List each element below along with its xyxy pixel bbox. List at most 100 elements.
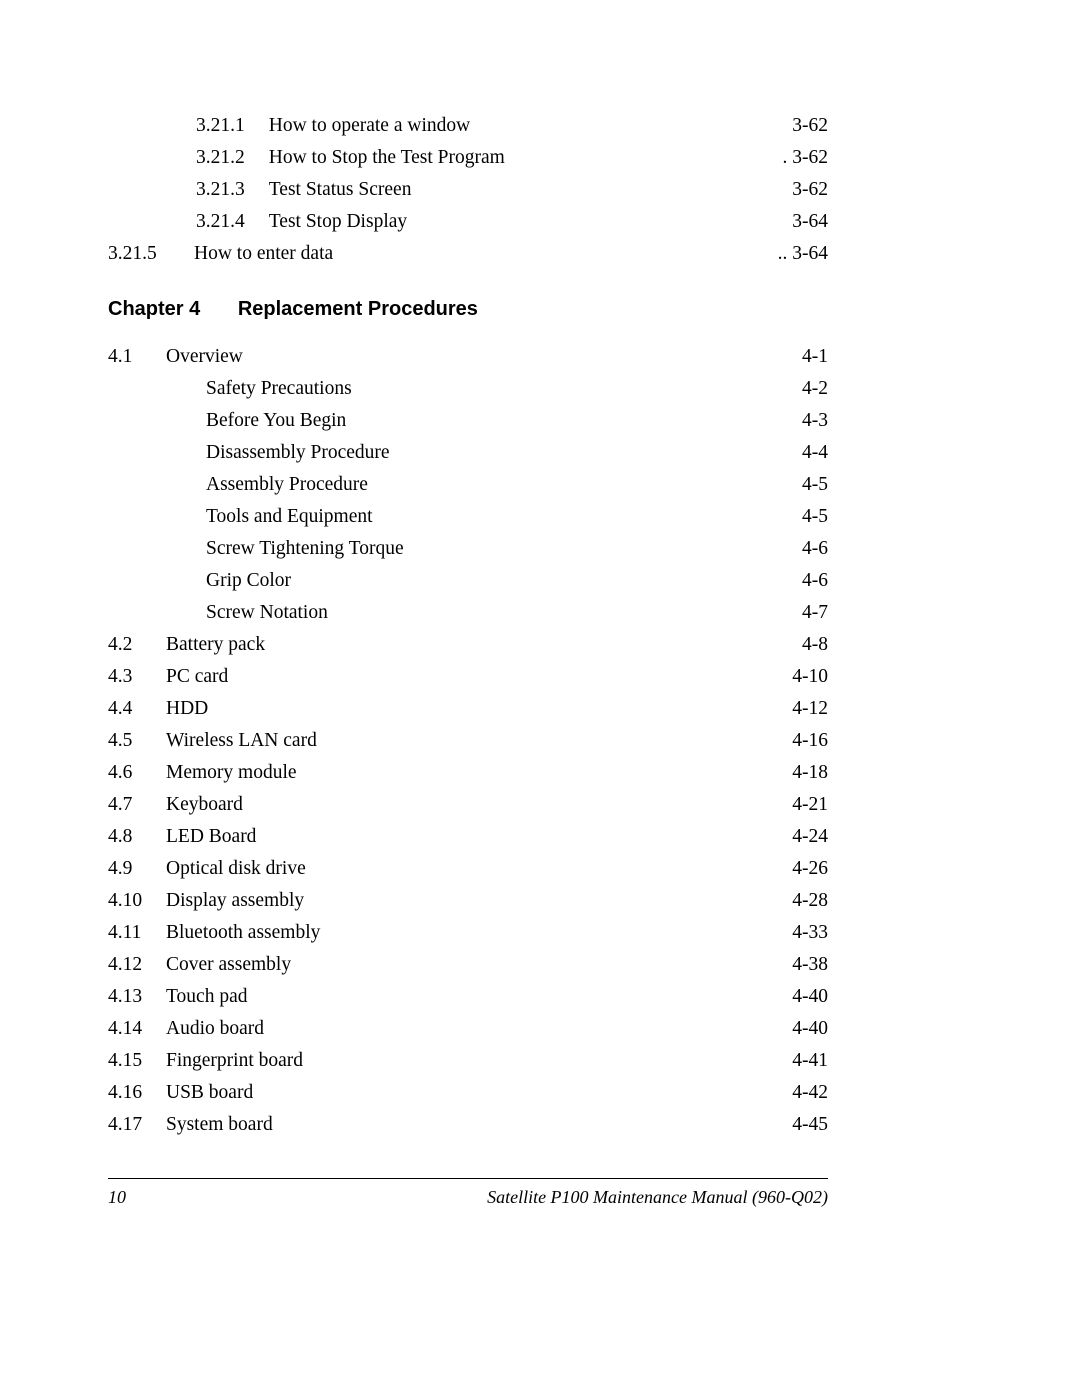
toc-title: Test Status Screen [269,180,412,200]
toc-title: Disassembly Procedure [206,443,390,463]
toc-title: How to operate a window [269,116,470,136]
toc-entry: 4.3PC card 4-10 [108,667,828,687]
toc-entry: Screw Tightening Torque 4-6 [108,539,828,559]
toc-title: PC card [166,667,228,687]
toc-entry: Assembly Procedure 4-5 [108,475,828,495]
toc-page: 4-6 [800,571,828,591]
toc-page: 4-2 [800,379,828,399]
toc-entry: Grip Color 4-6 [108,571,828,591]
toc-title: Assembly Procedure [206,475,368,495]
toc-page: 4-40 [790,987,828,1007]
toc-title: Battery pack [166,635,265,655]
toc-number: 4.2 [108,635,166,655]
toc-title: Memory module [166,763,297,783]
toc-number: 4.9 [108,859,166,879]
toc-page: 4-5 [800,475,828,495]
toc-page: 4-42 [790,1083,828,1103]
toc-title: Wireless LAN card [166,731,317,751]
toc-entry: 4.16USB board 4-42 [108,1083,828,1103]
toc-number: 4.11 [108,923,166,943]
toc-page: 4-18 [790,763,828,783]
toc-number: 4.3 [108,667,166,687]
toc-number: 4.8 [108,827,166,847]
toc-page: 3-62 [790,180,828,200]
toc-page: 4-28 [790,891,828,911]
toc-title: LED Board [166,827,256,847]
page-footer: 10 Satellite P100 Maintenance Manual (96… [108,1178,828,1208]
toc-entry: 4.12Cover assembly 4-38 [108,955,828,975]
toc-entry: Disassembly Procedure 4-4 [108,443,828,463]
toc-number: 4.4 [108,699,166,719]
toc-number: 4.13 [108,987,166,1007]
toc-number: 4.17 [108,1115,166,1135]
toc-title: Grip Color [206,571,291,591]
toc-page: 4-16 [790,731,828,751]
toc-entry: 3.21.2 How to Stop the Test Program . 3-… [108,148,828,168]
toc-page: 4-5 [800,507,828,527]
toc-page: 4-45 [790,1115,828,1135]
toc-entry: 4.13Touch pad 4-40 [108,987,828,1007]
toc-page: 4-40 [790,1019,828,1039]
toc-entry: 4.10Display assembly 4-28 [108,891,828,911]
toc-page: 4-4 [800,443,828,463]
toc-entry: Safety Precautions 4-2 [108,379,828,399]
toc-page: 4-26 [790,859,828,879]
toc-title: Screw Notation [206,603,328,623]
toc-number: 4.10 [108,891,166,911]
toc-entry: Tools and Equipment 4-5 [108,507,828,527]
toc-page: 4-3 [800,411,828,431]
toc-number: 3.21.5 [108,244,164,264]
toc-title: Screw Tightening Torque [206,539,404,559]
toc-title: Test Stop Display [269,212,407,232]
toc-entry: 4.5Wireless LAN card 4-16 [108,731,828,751]
toc-page: 4-12 [790,699,828,719]
toc-title: Audio board [166,1019,264,1039]
toc-page: 4-6 [800,539,828,559]
toc-number: 3.21.3 [196,180,245,200]
toc-title: System board [166,1115,273,1135]
toc-page: 4-38 [790,955,828,975]
toc-entry: 4.11Bluetooth assembly 4-33 [108,923,828,943]
toc-page: 4-10 [790,667,828,687]
section-3-21-subentries: 3.21.1 How to operate a window 3-62 3.21… [108,116,828,232]
footer-manual-title: Satellite P100 Maintenance Manual (960-Q… [487,1187,828,1208]
toc-number: 3.21.2 [196,148,245,168]
toc-number: 3.21.4 [196,212,245,232]
toc-entry: 4.4HDD 4-12 [108,699,828,719]
toc-page: 3-64 [790,212,828,232]
chapter-heading: Chapter 4 Replacement Procedures [108,298,828,321]
toc-entry: 4.1Overview 4-1 [108,347,828,367]
toc-title: Keyboard [166,795,243,815]
toc-title: Fingerprint board [166,1051,303,1071]
toc-number: 4.14 [108,1019,166,1039]
toc-title: HDD [166,699,208,719]
toc-title: USB board [166,1083,253,1103]
toc-entry: Screw Notation 4-7 [108,603,828,623]
toc-title: Bluetooth assembly [166,923,320,943]
toc-page: 4-33 [790,923,828,943]
toc-page: 4-1 [800,347,828,367]
toc-entry: 4.6Memory module 4-18 [108,763,828,783]
toc-page: 3-62 [790,116,828,136]
toc-title: Display assembly [166,891,304,911]
toc-number: 4.7 [108,795,166,815]
toc-page: 4-21 [790,795,828,815]
toc-title: Tools and Equipment [206,507,373,527]
footer-rule [108,1178,828,1179]
page-content: 3.21.1 How to operate a window 3-62 3.21… [108,116,828,1147]
toc-entry: 4.8LED Board 4-24 [108,827,828,847]
toc-entry: 4.14Audio board 4-40 [108,1019,828,1039]
toc-number: 4.6 [108,763,166,783]
chapter4-toc: 4.1Overview 4-1 Safety Precautions 4-2 Bef… [108,347,828,1135]
toc-entry-3215: 3.21.5 How to enter data .. 3-64 [108,244,828,264]
toc-number: 4.5 [108,731,166,751]
chapter-title: Replacement Procedures [238,298,478,321]
toc-entry: 3.21.1 How to operate a window 3-62 [108,116,828,136]
toc-title: Before You Begin [206,411,346,431]
toc-title: How to enter data [194,244,333,264]
toc-entry: 4.2Battery pack 4-8 [108,635,828,655]
toc-title: How to Stop the Test Program [269,148,505,168]
toc-page: 4-8 [800,635,828,655]
toc-entry: 4.15Fingerprint board 4-41 [108,1051,828,1071]
toc-title: Overview [166,347,243,367]
